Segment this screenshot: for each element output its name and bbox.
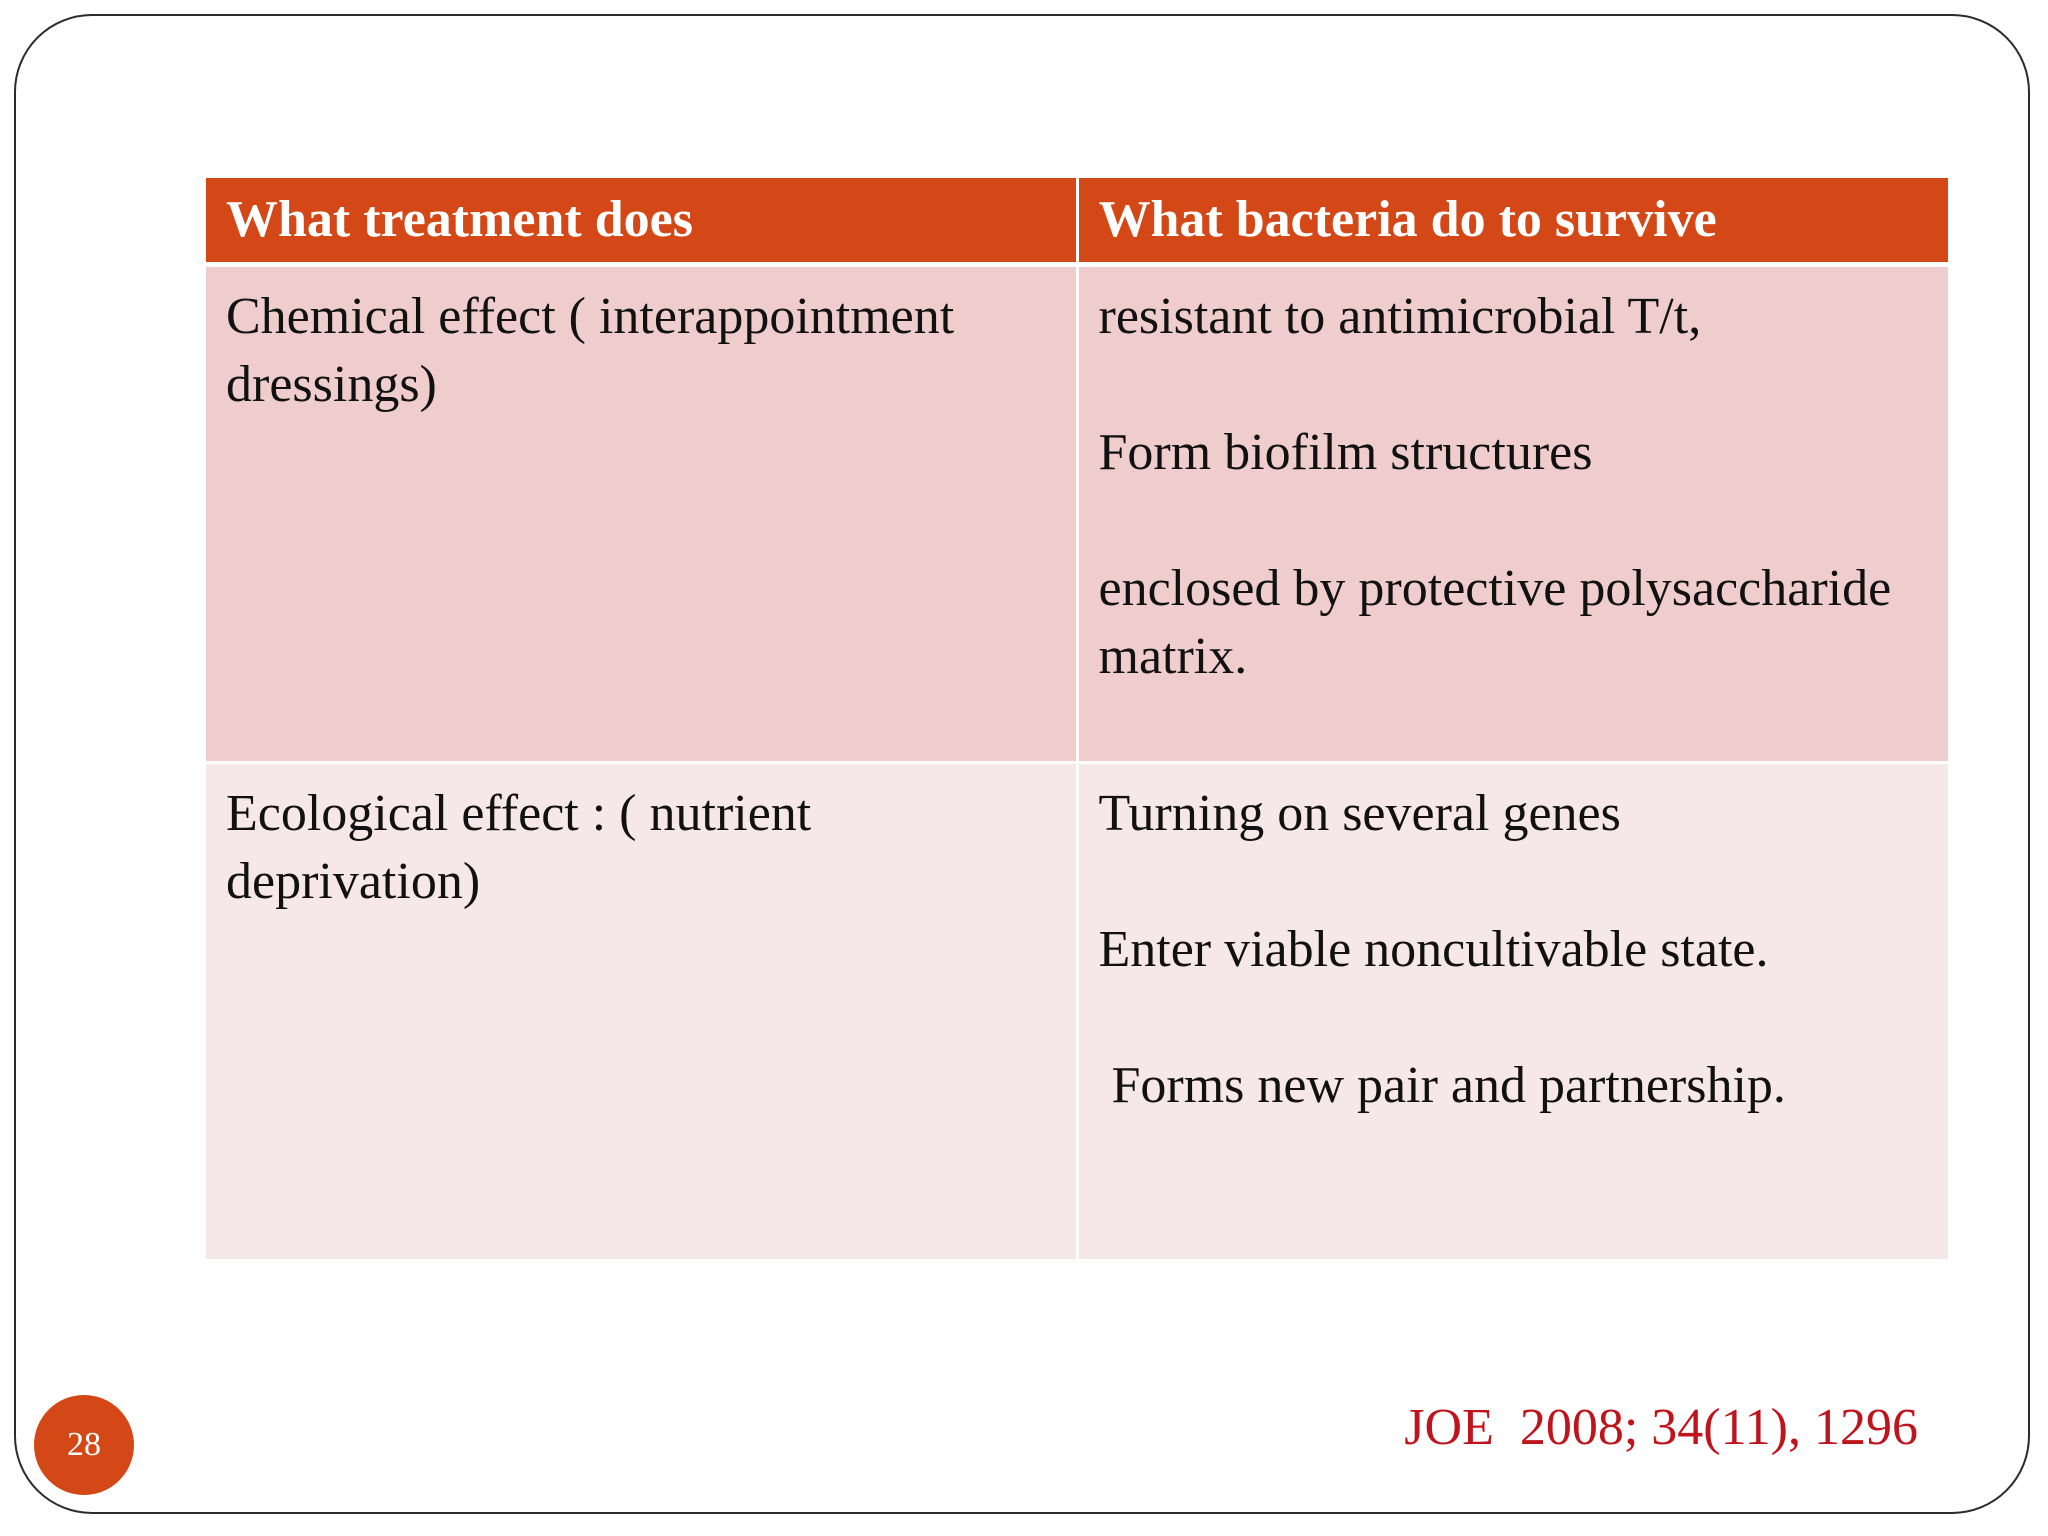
survival-item: Turning on several genes [1098,784,1621,842]
survival-item: enclosed by protective polysaccharide ma… [1098,559,1905,685]
citation: JOE 2008; 34(11), 1296 [1404,1399,1918,1456]
survival-item: Form biofilm structures [1098,423,1593,481]
header-treatment: What treatment does [206,178,1079,267]
table-header-row: What treatment does What bacteria do to … [206,178,1948,267]
treatment-cell: Chemical effect ( interappointment dress… [206,264,1079,764]
survival-item: resistant to antimicrobial T/t, [1098,287,1702,345]
table-row: Ecological effect : ( nutrient deprivati… [206,762,1948,1262]
page-number-badge: 28 [34,1395,134,1495]
survival-cell: resistant to antimicrobial T/t, Form bio… [1077,264,1948,764]
header-survival: What bacteria do to survive [1077,178,1948,267]
survival-item: Forms new pair and partnership. [1098,1056,1786,1114]
comparison-table: What treatment does What bacteria do to … [206,178,1948,1262]
treatment-cell: Ecological effect : ( nutrient deprivati… [206,762,1079,1262]
survival-item: Enter viable noncultivable state. [1098,920,1769,978]
survival-cell: Turning on several genes Enter viable no… [1077,762,1948,1262]
treatment-text: Ecological effect : ( nutrient deprivati… [226,784,825,910]
treatment-text: Chemical effect ( interappointment dress… [226,287,968,413]
table-row: Chemical effect ( interappointment dress… [206,264,1948,764]
